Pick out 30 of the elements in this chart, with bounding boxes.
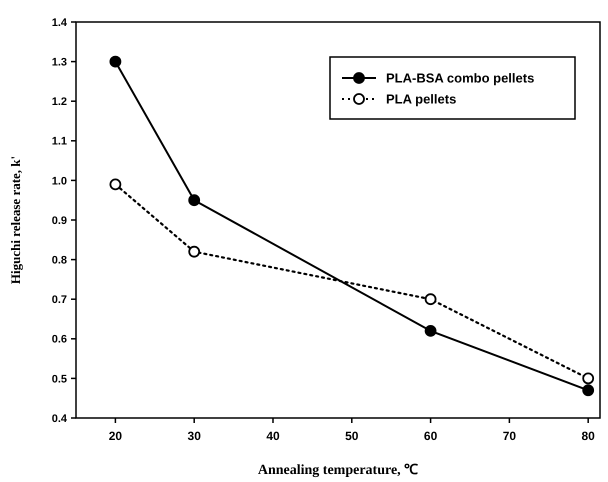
- x-tick-label: 60: [424, 429, 438, 443]
- point: [110, 178, 122, 190]
- y-tick-label: 1.3: [52, 56, 67, 68]
- y-tick-label: 1.1: [52, 136, 67, 148]
- point: [188, 194, 200, 206]
- point: [582, 372, 594, 384]
- y-tick-label: 0.8: [52, 254, 67, 266]
- x-tick-label: 20: [108, 429, 122, 443]
- y-tick-label: 0.7: [52, 294, 67, 306]
- point: [188, 246, 200, 258]
- y-tick-label: 0.5: [52, 373, 67, 386]
- point: [424, 324, 436, 337]
- x-tick-label: 30: [188, 429, 202, 443]
- x-tick-label: 40: [266, 429, 280, 443]
- point: [582, 384, 594, 396]
- y-axis-title: Higuchi release rate, k': [8, 156, 23, 284]
- y-tick-label: 0.4: [52, 412, 68, 425]
- x-tick-label: 80: [582, 429, 596, 443]
- y-tick-label: 1.0: [52, 175, 67, 188]
- y-tick-label: 1.4: [52, 16, 68, 29]
- y-tick-label: 1.2: [52, 96, 67, 108]
- x-tick-label: 50: [345, 429, 359, 443]
- legend-label: PLA-BSA combo pellets: [386, 70, 534, 86]
- x-axis-title: Annealing temperature, ℃: [258, 463, 418, 478]
- y-tick-label: 0.6: [52, 334, 67, 346]
- x-tick-label: 70: [502, 429, 516, 443]
- point: [110, 56, 122, 68]
- y-tick-label: 0.9: [52, 214, 67, 227]
- legend-label: PLA pellets: [386, 92, 456, 107]
- point: [424, 293, 436, 306]
